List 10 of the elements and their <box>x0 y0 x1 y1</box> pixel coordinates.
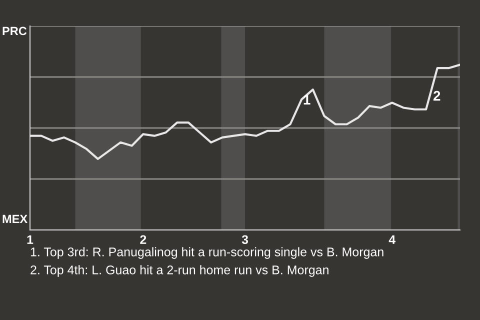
annotation: 1 <box>304 94 310 104</box>
x-tick-label: 3 <box>242 235 248 244</box>
x-tick-label: 4 <box>388 235 396 244</box>
x-tick-label: 1 <box>27 235 34 244</box>
text: 2. Top 4th: L. Guao hit a 2-run home run vs B. Morgan <box>30 265 328 277</box>
text: MEX <box>2 214 28 224</box>
text: 1. Top 3rd: R. Panugalinog hit a run-scoring single vs B. Morgan <box>30 247 384 259</box>
text: PRC <box>2 26 27 36</box>
annotation: 2 <box>433 90 440 101</box>
x-tick-label: 2 <box>140 235 146 244</box>
